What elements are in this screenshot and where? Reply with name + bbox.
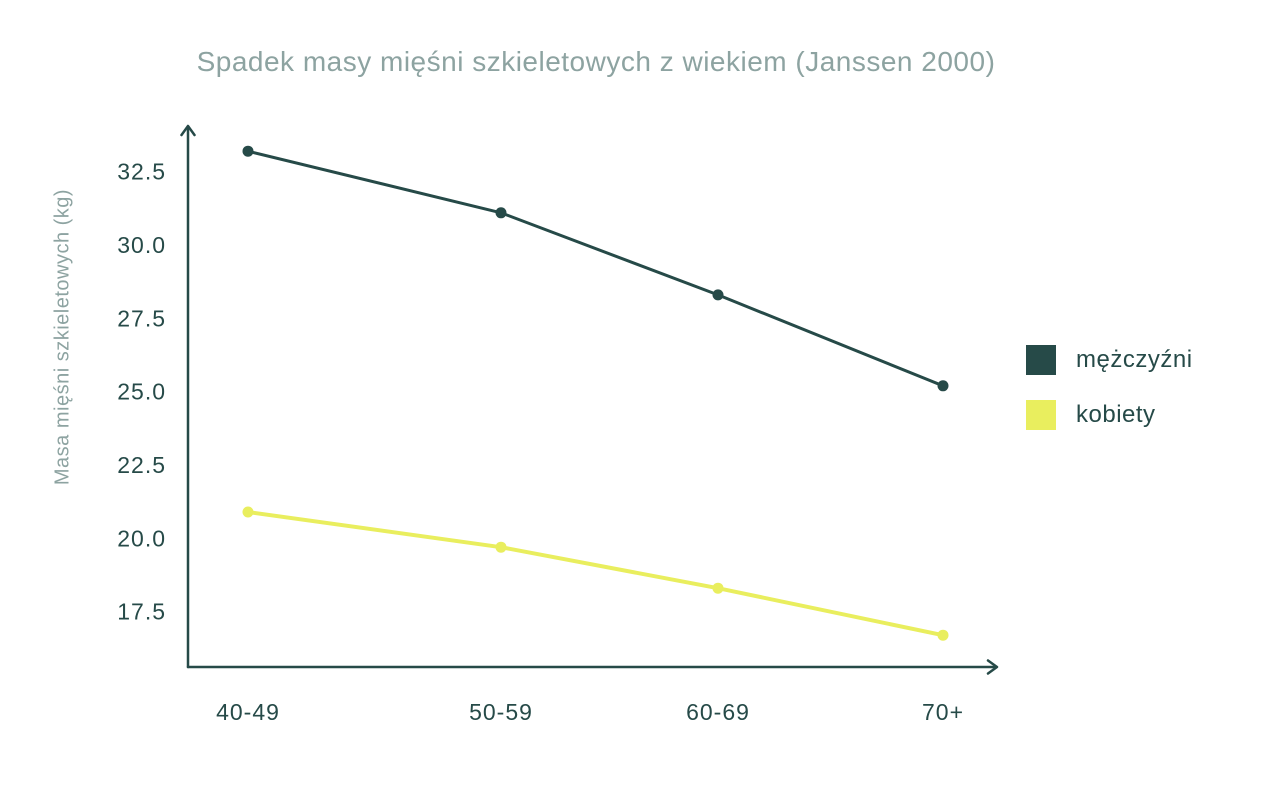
y-tick-label: 25.0 <box>117 379 166 405</box>
data-point <box>712 289 724 301</box>
data-point <box>495 207 507 219</box>
x-tick-label: 60-69 <box>686 699 750 725</box>
line-series-women <box>246 510 945 638</box>
data-point <box>495 541 507 553</box>
x-tick-label: 50-59 <box>469 699 533 725</box>
y-axis-arrow <box>180 124 196 137</box>
x-tick-label: 40-49 <box>216 699 280 725</box>
y-tick-label: 27.5 <box>117 305 166 331</box>
data-point <box>712 582 724 594</box>
y-tick-label: 32.5 <box>117 159 166 185</box>
data-point <box>242 506 254 518</box>
legend-swatch-men <box>1026 345 1056 375</box>
chart-title: Spadek masy mięśni szkieletowych z wieki… <box>196 46 996 77</box>
y-tick-label: 20.0 <box>117 525 166 551</box>
legend-item-men: mężczyźni <box>1026 345 1193 375</box>
y-tick-label: 17.5 <box>117 599 166 625</box>
legend-item-women: kobiety <box>1026 400 1193 430</box>
data-point <box>937 629 949 641</box>
legend: mężczyźni kobiety <box>1026 345 1193 455</box>
data-point <box>242 145 254 157</box>
line-series-men <box>246 149 945 388</box>
data-point <box>937 380 949 392</box>
legend-label-men: mężczyźni <box>1076 346 1193 373</box>
x-axis-arrow <box>986 659 999 675</box>
legend-swatch-women <box>1026 400 1056 430</box>
y-tick-label: 30.0 <box>117 232 166 258</box>
y-tick-label: 22.5 <box>117 452 166 478</box>
x-tick-label: 70+ <box>922 699 964 725</box>
legend-label-women: kobiety <box>1076 401 1156 428</box>
